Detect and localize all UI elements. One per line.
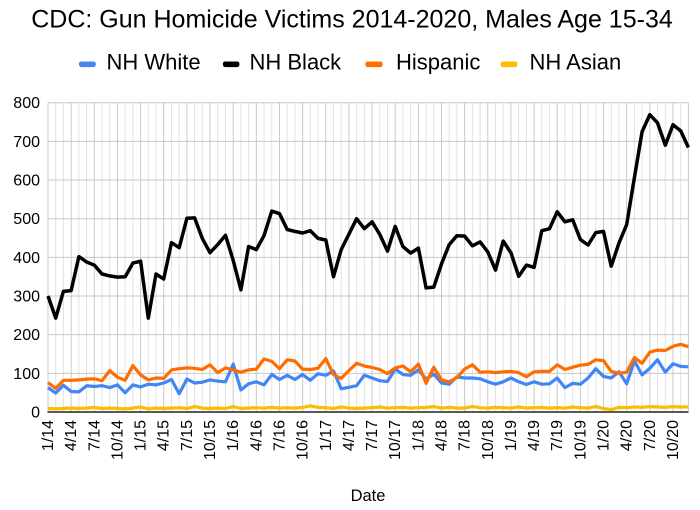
svg-text:400: 400 xyxy=(13,250,40,267)
svg-text:4/15: 4/15 xyxy=(156,420,173,451)
svg-text:1/16: 1/16 xyxy=(225,420,242,451)
svg-text:300: 300 xyxy=(13,289,40,306)
svg-text:Date: Date xyxy=(351,487,386,505)
svg-text:10/17: 10/17 xyxy=(387,420,404,460)
svg-text:Hispanic: Hispanic xyxy=(396,50,480,75)
svg-text:7/14: 7/14 xyxy=(86,420,103,451)
svg-text:10/15: 10/15 xyxy=(202,420,219,460)
svg-text:700: 700 xyxy=(13,134,40,151)
svg-text:500: 500 xyxy=(13,211,40,228)
svg-text:10/20: 10/20 xyxy=(665,420,682,460)
svg-text:4/18: 4/18 xyxy=(434,420,451,451)
svg-text:100: 100 xyxy=(13,366,40,383)
svg-text:4/14: 4/14 xyxy=(63,420,80,451)
svg-text:NH Black: NH Black xyxy=(250,50,343,75)
svg-text:10/16: 10/16 xyxy=(295,420,312,460)
svg-text:NH White: NH White xyxy=(107,50,201,75)
svg-text:CDC: Gun Homicide Victims 2014: CDC: Gun Homicide Victims 2014-2020, Mal… xyxy=(31,6,673,34)
svg-text:4/19: 4/19 xyxy=(526,420,543,451)
svg-text:7/19: 7/19 xyxy=(549,420,566,451)
svg-text:7/15: 7/15 xyxy=(179,420,196,451)
svg-text:4/17: 4/17 xyxy=(341,420,358,451)
svg-text:10/18: 10/18 xyxy=(480,420,497,460)
svg-text:7/18: 7/18 xyxy=(457,420,474,451)
svg-text:200: 200 xyxy=(13,327,40,344)
svg-text:1/14: 1/14 xyxy=(40,420,57,451)
svg-text:10/14: 10/14 xyxy=(109,420,126,460)
svg-text:7/16: 7/16 xyxy=(272,420,289,451)
svg-text:800: 800 xyxy=(13,95,40,112)
svg-text:1/15: 1/15 xyxy=(133,420,150,451)
svg-text:4/16: 4/16 xyxy=(248,420,265,451)
svg-text:600: 600 xyxy=(13,173,40,190)
svg-text:4/20: 4/20 xyxy=(619,420,636,451)
svg-text:1/17: 1/17 xyxy=(318,420,335,451)
svg-text:7/17: 7/17 xyxy=(364,420,381,451)
svg-text:0: 0 xyxy=(31,405,40,422)
svg-text:10/19: 10/19 xyxy=(572,420,589,460)
svg-text:1/18: 1/18 xyxy=(410,420,427,451)
svg-text:7/20: 7/20 xyxy=(642,420,659,451)
svg-text:1/19: 1/19 xyxy=(503,420,520,451)
svg-text:NH Asian: NH Asian xyxy=(530,50,622,75)
svg-text:1/20: 1/20 xyxy=(596,420,613,451)
